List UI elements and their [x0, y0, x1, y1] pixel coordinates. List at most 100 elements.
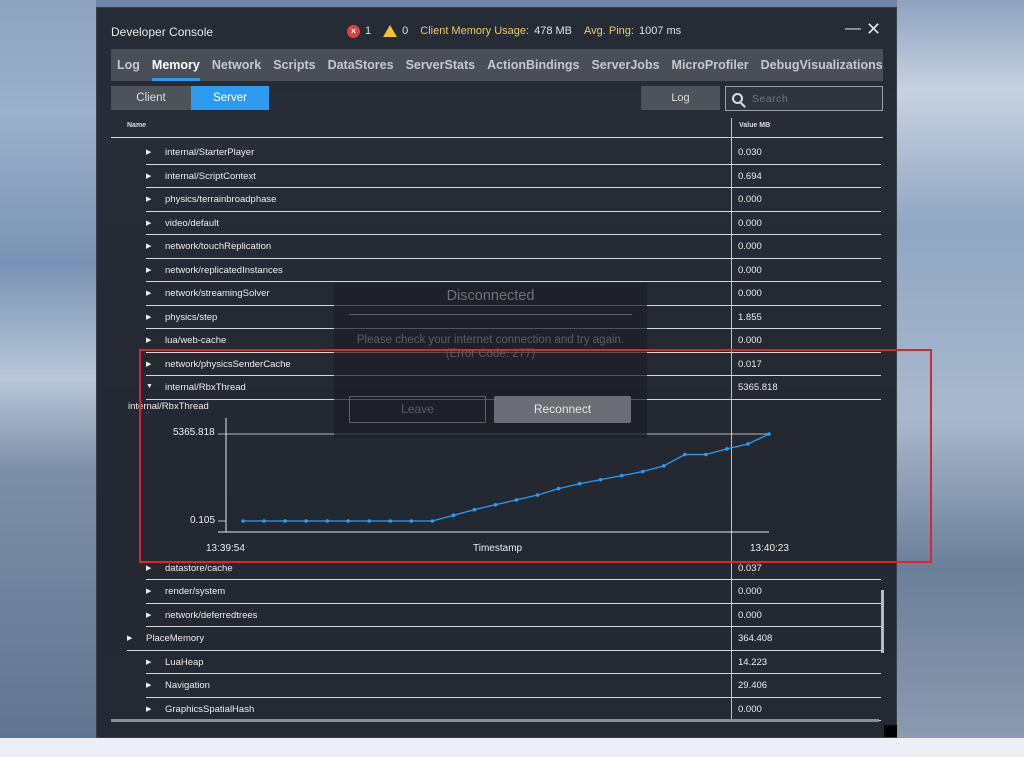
expand-arrow-icon[interactable]: ▶ [146, 313, 152, 321]
row-name: network/deferredtrees [165, 609, 258, 621]
row-name: internal/StarterPlayer [165, 147, 255, 158]
table-row[interactable]: ▶ network/replicatedInstances 0.000 [0, 259, 884, 282]
expand-arrow-icon[interactable]: ▶ [146, 705, 152, 713]
row-divider [146, 281, 881, 282]
memory-usage-value: 478 MB [534, 25, 572, 37]
expand-arrow-icon[interactable]: ▶ [146, 172, 152, 180]
reconnect-button[interactable]: Reconnect [494, 396, 631, 423]
table-row[interactable]: ▶ internal/ScriptContext 0.694 [0, 165, 884, 188]
graph-y-max-label: 5365.818 [173, 427, 215, 438]
row-name: GraphicsSpatialHash [165, 703, 255, 715]
log-button[interactable]: Log [641, 86, 720, 110]
expand-arrow-icon[interactable]: ▶ [127, 635, 133, 642]
expand-arrow-icon[interactable]: ▶ [146, 588, 152, 595]
graph-data-point [346, 519, 351, 523]
table-row[interactable]: ▶ datastore/cache 0.037 [0, 557, 884, 580]
leave-button[interactable]: Leave [349, 396, 486, 423]
memory-usage-label: Client Memory Usage: [420, 25, 530, 37]
expand-arrow-icon[interactable]: ▶ [146, 337, 152, 344]
client-toggle-button[interactable]: Client [111, 86, 191, 110]
expand-arrow-icon[interactable]: ▶ [146, 682, 152, 689]
row-name: internal/RbxThread [165, 382, 246, 393]
game-background-left [0, 0, 96, 757]
row-value: 0.000 [738, 264, 762, 276]
graph-x-axis-label: Timestamp [473, 543, 523, 554]
tab-log[interactable]: Log [117, 58, 140, 72]
search-input[interactable] [752, 92, 872, 105]
resize-corner[interactable] [884, 725, 897, 737]
table-row[interactable]: ▶ internal/StarterPlayer 0.030 [0, 141, 884, 165]
graph-data-point [683, 452, 687, 457]
tab-network[interactable]: Network [211, 58, 262, 72]
graph-data-point [241, 519, 245, 523]
table-row[interactable]: ▶ PlaceMemory 364.408 [0, 627, 884, 651]
tab-debugvisualizations[interactable]: DebugVisualizations [760, 58, 883, 72]
vertical-scrollbar[interactable] [881, 590, 884, 653]
table-row[interactable]: ▶ Navigation 29.406 [0, 674, 884, 698]
expand-arrow-icon[interactable]: ▶ [146, 243, 152, 250]
minimize-icon[interactable]: — [845, 20, 861, 37]
row-value: 5365.818 [738, 382, 778, 393]
row-value: 0.000 [738, 609, 762, 621]
row-name: Navigation [165, 680, 210, 691]
row-name: physics/terrainbroadphase [165, 194, 277, 205]
tab-bar: Log Memory Network Scripts DataStores Se… [111, 49, 883, 81]
table-row[interactable]: ▶ physics/terrainbroadphase 0.000 [0, 188, 884, 212]
table-row[interactable]: ▶ render/system 0.000 [0, 580, 884, 604]
table-row[interactable]: ▶ video/default 0.000 [0, 212, 884, 235]
collapse-arrow-icon[interactable]: ▼ [146, 383, 153, 390]
column-name-header[interactable]: Name [127, 122, 147, 129]
expand-arrow-icon[interactable]: ▶ [146, 219, 152, 227]
search-icon [732, 93, 743, 104]
row-name: internal/ScriptContext [165, 170, 256, 182]
graph-data-point [662, 464, 666, 468]
expand-arrow-icon[interactable]: ▶ [146, 149, 152, 156]
row-value: 0.694 [738, 170, 762, 182]
row-divider [146, 696, 881, 698]
table-row[interactable]: ▶ network/touchReplication 0.000 [0, 235, 884, 259]
expand-arrow-icon[interactable]: ▶ [146, 360, 152, 368]
graph-data-point [325, 519, 329, 523]
warning-icon[interactable] [383, 25, 398, 37]
tab-serverjobs[interactable]: ServerJobs [591, 58, 660, 72]
tab-serverstats[interactable]: ServerStats [405, 58, 476, 72]
table-row[interactable]: ▶ LuaHeap 14.223 [0, 651, 884, 674]
row-value: 1.855 [738, 311, 762, 323]
row-divider [146, 187, 881, 188]
column-value-header[interactable]: Value MB [739, 122, 771, 129]
horizontal-scrollbar[interactable] [111, 719, 879, 722]
expand-arrow-icon[interactable]: ▶ [146, 564, 152, 572]
graph-data-point [388, 519, 393, 523]
graph-data-point [409, 519, 414, 523]
graph-data-point [640, 469, 645, 474]
tab-memory[interactable]: Memory [151, 49, 200, 81]
expand-arrow-icon[interactable]: ▶ [146, 611, 152, 619]
row-value: 0.000 [738, 217, 762, 229]
row-value: 0.000 [738, 194, 762, 205]
graph-data-point [577, 481, 582, 486]
server-toggle-button[interactable]: Server [191, 86, 269, 110]
graph-data-point [725, 447, 729, 451]
row-value: 364.408 [738, 633, 773, 644]
row-value: 14.223 [738, 656, 768, 668]
row-divider [127, 649, 881, 651]
error-icon[interactable]: × [347, 24, 360, 38]
tab-datastores[interactable]: DataStores [327, 58, 394, 72]
row-name: lua/web-cache [165, 335, 227, 346]
graph-data-point [619, 473, 624, 478]
expand-arrow-icon[interactable]: ▶ [146, 196, 152, 203]
search-box[interactable] [725, 86, 883, 111]
table-row[interactable]: ▶ network/deferredtrees 0.000 [0, 604, 884, 627]
warning-count: 0 [402, 25, 409, 37]
row-divider [146, 234, 881, 235]
tab-microprofiler[interactable]: MicroProfiler [671, 58, 749, 72]
close-icon[interactable]: ✕ [866, 19, 882, 39]
expand-arrow-icon[interactable]: ▶ [146, 290, 152, 297]
expand-arrow-icon[interactable]: ▶ [146, 266, 152, 274]
row-divider [146, 257, 881, 259]
tab-scripts[interactable]: Scripts [273, 58, 316, 72]
game-background-bottom [0, 738, 1024, 757]
graph-series-line [243, 433, 770, 522]
expand-arrow-icon[interactable]: ▶ [146, 658, 152, 666]
tab-actionbindings[interactable]: ActionBindings [487, 58, 580, 72]
